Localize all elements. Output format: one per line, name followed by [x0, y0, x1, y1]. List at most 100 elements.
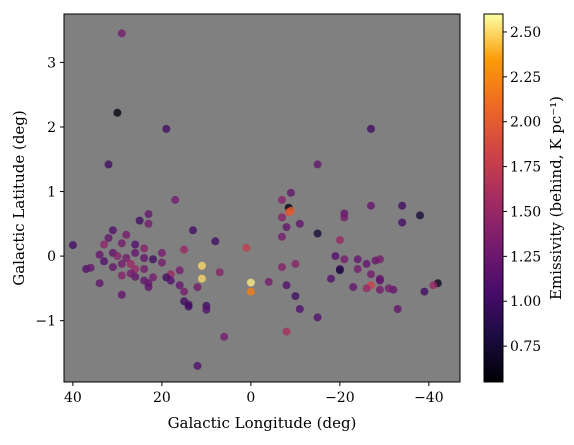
data-point [95, 279, 104, 288]
colorbar [483, 13, 504, 383]
y-tick-label: 0 [47, 249, 56, 265]
data-point [117, 29, 126, 38]
data-point [197, 274, 206, 283]
data-point [100, 240, 108, 249]
data-point [193, 361, 202, 370]
data-point [416, 211, 424, 220]
data-point [117, 271, 126, 280]
plot-background [64, 14, 460, 382]
x-tick-label: −40 [414, 390, 444, 406]
data-point [246, 287, 255, 296]
data-point [242, 243, 251, 252]
x-tick-label: 40 [64, 390, 82, 406]
data-point [367, 124, 375, 133]
data-point [144, 210, 153, 219]
data-point [108, 226, 117, 235]
data-point [68, 241, 77, 250]
data-point [117, 239, 126, 248]
data-point [157, 248, 166, 257]
colorbar-ticks: 0.75 1.00 1.25 1.50 1.75 2.00 2.25 2.50 [503, 25, 541, 355]
data-point [282, 223, 291, 232]
data-point [180, 287, 189, 296]
colorbar-tick-label: 1.75 [510, 160, 541, 176]
data-point [349, 283, 358, 292]
data-point [157, 258, 166, 267]
data-point [100, 257, 108, 266]
data-point [278, 232, 286, 241]
data-point [86, 263, 95, 272]
data-point [340, 255, 349, 264]
y-axis-label: Galactic Latitude (deg) [10, 110, 28, 286]
plot-frame [63, 13, 461, 383]
data-point [220, 332, 229, 341]
data-point [175, 266, 184, 275]
data-point [122, 230, 131, 239]
data-point [393, 305, 402, 313]
colorbar-tick-label: 1.25 [510, 249, 541, 265]
data-point [367, 201, 375, 210]
data-point [135, 216, 144, 225]
data-point [282, 327, 291, 336]
data-point [144, 283, 153, 292]
colorbar-label: Emissivity (behind, K pc⁻¹) [547, 96, 565, 300]
data-point [122, 254, 131, 262]
data-point [313, 229, 322, 238]
data-point [171, 195, 180, 204]
data-point [420, 287, 429, 296]
data-point [286, 188, 295, 197]
data-point [197, 261, 206, 270]
data-point [327, 274, 335, 283]
data-point [117, 259, 126, 268]
data-point [175, 281, 184, 290]
data-point [353, 255, 362, 264]
data-point [340, 213, 349, 222]
data-point [335, 236, 344, 244]
data-point [149, 255, 157, 264]
colorbar-tick-label: 2.25 [510, 70, 541, 86]
data-point [246, 278, 255, 287]
data-point [313, 313, 322, 322]
data-point [162, 124, 171, 133]
data-point [131, 248, 140, 257]
data-point [362, 259, 371, 268]
data-point [144, 219, 153, 228]
data-point [375, 285, 384, 294]
data-point [429, 281, 438, 290]
data-point [264, 277, 273, 286]
data-point [278, 195, 286, 204]
colorbar-tick-label: 0.75 [510, 339, 541, 355]
data-point [104, 160, 113, 169]
data-point [295, 219, 304, 228]
data-point [375, 276, 384, 285]
data-point [184, 302, 193, 311]
data-point [291, 292, 300, 301]
data-point [104, 234, 113, 242]
data-point [166, 276, 175, 285]
y-tick-label: 1 [47, 185, 56, 201]
data-point [398, 218, 407, 227]
data-point [211, 237, 220, 246]
data-point [193, 283, 202, 292]
data-point [362, 284, 371, 293]
x-tick-label: 20 [153, 390, 171, 406]
y-axis-ticks: 3 2 1 0 −1 [35, 55, 64, 330]
colorbar-tick-label: 1.50 [510, 204, 541, 220]
data-point [398, 201, 407, 210]
points-layer [68, 29, 442, 370]
x-tick-label: −20 [325, 390, 355, 406]
y-tick-label: 2 [47, 120, 56, 136]
data-point [331, 252, 340, 261]
colorbar-tick-label: 2.00 [510, 115, 541, 131]
x-axis-label: Galactic Longitude (deg) [168, 414, 357, 432]
data-point [117, 290, 126, 299]
data-point [367, 270, 375, 279]
data-point [149, 273, 157, 282]
data-point [375, 255, 384, 264]
data-point [108, 263, 117, 272]
data-point [95, 250, 104, 259]
x-axis-ticks: 40 20 0 −20 −40 [64, 382, 444, 406]
y-tick-label: 3 [47, 55, 56, 71]
data-point [140, 244, 149, 253]
